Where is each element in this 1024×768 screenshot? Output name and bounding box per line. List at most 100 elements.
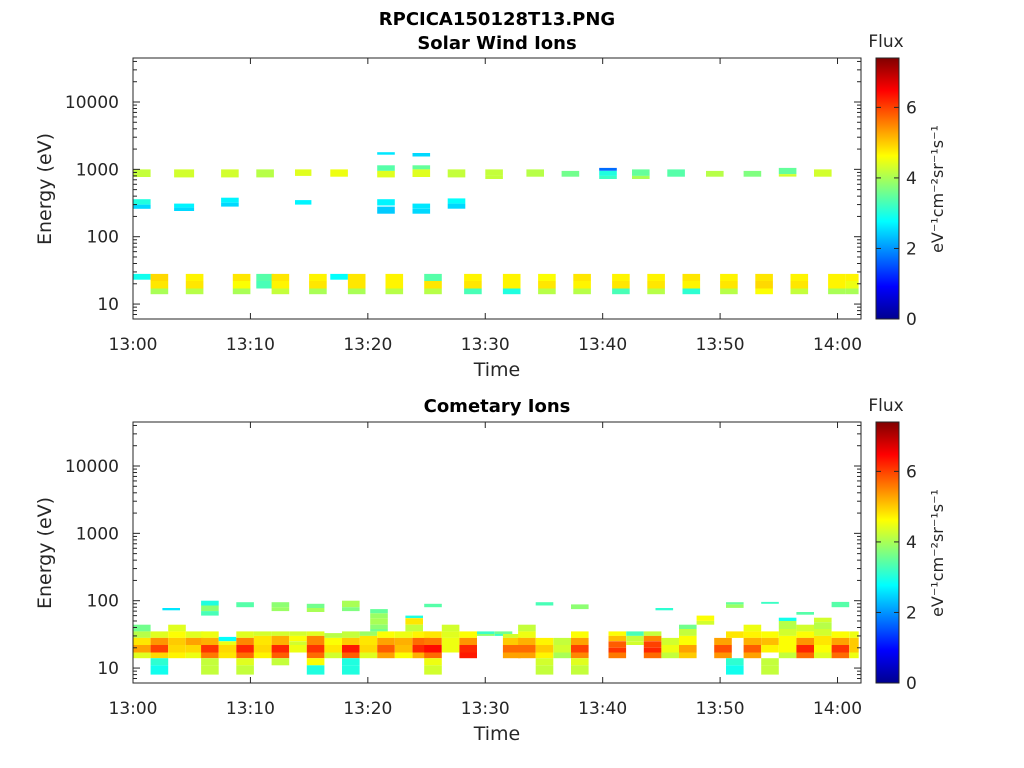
heatmap-cell [599, 170, 617, 176]
heatmap-cell [424, 645, 442, 653]
heatmap-cell [502, 652, 521, 659]
heatmap-cell [347, 288, 366, 295]
heatmap-cell [571, 645, 589, 653]
x-tick-label: 13:30 [461, 699, 510, 719]
colorbar-tick-label: 4 [906, 533, 917, 553]
heatmap-cell [168, 637, 186, 645]
heatmap-cell [185, 645, 204, 653]
x-tick-label: 13:00 [109, 335, 158, 355]
colorbar-tick-label: 4 [906, 169, 917, 189]
heatmap-cell [377, 165, 395, 171]
heatmap-cell [720, 288, 738, 295]
heatmap-cell [518, 637, 536, 645]
heatmap-cell [424, 603, 442, 608]
heatmap-cell [289, 641, 307, 645]
heatmap-cell [647, 288, 665, 295]
heatmap-cell [447, 198, 466, 204]
heatmap-cell [502, 288, 521, 295]
heatmap-cells [133, 600, 859, 675]
heatmap-cell [535, 665, 554, 675]
heatmap-cells [133, 152, 859, 295]
heatmap-cell [342, 658, 360, 666]
colorbar-title: Flux [868, 396, 903, 416]
heatmap-cell [485, 175, 503, 179]
heatmap-cell [696, 615, 715, 621]
y-axis-label: Energy (eV) [34, 133, 56, 245]
heatmap-cell [743, 637, 762, 645]
heatmap-cell [778, 645, 797, 653]
heatmap-cell [814, 617, 832, 623]
heatmap-cell [573, 273, 591, 281]
heatmap-cell [743, 170, 762, 177]
heatmap-cell [599, 175, 617, 179]
heatmap-cell [412, 645, 431, 653]
heatmap-cell [201, 665, 219, 675]
heatmap-cell [761, 658, 779, 666]
heatmap-cell [571, 631, 589, 638]
heatmap-cell [682, 273, 701, 281]
heatmap-cell [778, 174, 797, 177]
heatmap-cell [370, 609, 388, 614]
heatmap-cell [571, 637, 589, 645]
heatmap-cell [743, 652, 762, 659]
heatmap-cell [761, 631, 779, 638]
heatmap-cell [459, 645, 477, 653]
colorbar-tick-label: 0 [906, 310, 917, 330]
heatmap-cell [150, 658, 169, 666]
heatmap-cell [342, 631, 360, 638]
heatmap-cell [755, 281, 773, 289]
heatmap-cell [535, 637, 554, 645]
heatmap-cell [168, 645, 186, 653]
heatmap-cell [441, 624, 460, 632]
heatmap-cell [201, 637, 219, 645]
heatmap-cell [412, 153, 431, 157]
heatmap-cell [761, 601, 779, 604]
heatmap-cell [831, 631, 850, 638]
heatmap-cell [133, 169, 151, 177]
heatmap-cell [849, 645, 859, 653]
heatmap-cell [608, 641, 627, 648]
heatmap-cell [647, 281, 665, 289]
heatmap-cell [289, 631, 307, 636]
heatmap-cell [236, 645, 254, 653]
heatmap-cell [571, 665, 589, 675]
heatmap-cell [626, 641, 644, 645]
heatmap-cell [573, 288, 591, 295]
heatmap-cell [608, 631, 627, 636]
heatmap-cell [778, 621, 797, 629]
x-axis-label: Time [473, 359, 521, 381]
heatmap-cell [814, 645, 832, 653]
x-tick-label: 13:30 [461, 335, 510, 355]
heatmap-cell [271, 635, 290, 645]
heatmap-cell [342, 652, 360, 659]
y-tick-label: 10 [97, 659, 119, 679]
heatmap-cell [849, 631, 859, 638]
heatmap-cell [309, 288, 327, 295]
heatmap-cell [828, 281, 846, 289]
heatmap-cell [133, 624, 151, 632]
heatmap-cell [828, 288, 846, 295]
heatmap-cell [232, 273, 251, 281]
heatmap-cell [377, 170, 395, 178]
heatmap-cell [271, 652, 290, 659]
heatmap-cell [330, 169, 348, 177]
panel-solar-wind: Solar Wind Ions 13:00 13:10 13:20 13:30 13:4… [34, 32, 947, 381]
heatmap-cell [743, 624, 762, 632]
heatmap-cell [682, 288, 701, 295]
heatmap-cell [845, 273, 859, 281]
heatmap-cell [814, 635, 832, 645]
heatmap-cell [714, 652, 732, 659]
x-tick-label: 14:00 [813, 699, 862, 719]
heatmap-cell [814, 652, 832, 659]
heatmap-cell [535, 652, 554, 659]
heatmap-cell [221, 197, 239, 203]
heatmap-cell [571, 604, 589, 610]
heatmap-cell [412, 637, 431, 645]
heatmap-cell [370, 618, 388, 625]
heatmap-cell [232, 288, 251, 295]
heatmap-cell [394, 652, 413, 659]
heatmap-cell [679, 624, 697, 629]
heatmap-cell [150, 631, 169, 638]
heatmap-cell [218, 652, 237, 659]
heatmap-cell [385, 281, 404, 289]
